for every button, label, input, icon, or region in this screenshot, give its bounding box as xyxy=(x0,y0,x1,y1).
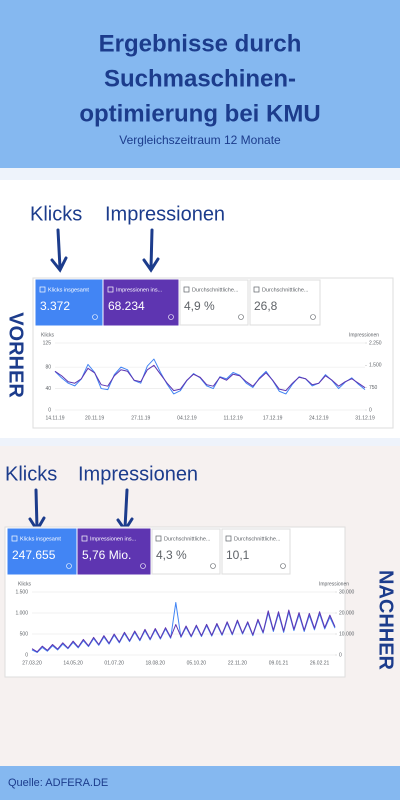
metric-box xyxy=(249,279,321,326)
y-tick-label: 500 xyxy=(20,631,29,637)
metric-label: Durchschnittliche... xyxy=(234,536,281,542)
metric-box xyxy=(35,279,103,326)
metric-value: 3.372 xyxy=(40,299,70,313)
y-tick-label: 125 xyxy=(43,340,52,346)
side-label: NACHHER xyxy=(375,570,397,671)
metric-label: Klicks insgesamt xyxy=(20,536,61,542)
gap xyxy=(0,168,400,180)
checkbox xyxy=(39,286,46,293)
help-icon xyxy=(238,314,244,320)
metric-box xyxy=(221,528,291,575)
y-axis-title: Klicks xyxy=(18,581,32,587)
metric-label: Impressionen ins... xyxy=(90,536,137,542)
series-line xyxy=(31,609,336,653)
metric-box xyxy=(151,528,221,575)
help-icon xyxy=(140,563,146,569)
header-band xyxy=(0,0,400,168)
checkbox xyxy=(11,535,18,542)
y2-tick-label: 20.000 xyxy=(339,610,355,616)
x-tick-label: 27.11.19 xyxy=(131,415,150,421)
metric-value: 4,3 % xyxy=(156,548,187,562)
y-axis-title: Klicks xyxy=(41,332,55,338)
help-icon xyxy=(280,563,286,569)
y2-axis-title: Impressionen xyxy=(319,581,349,587)
y-tick-label: 0 xyxy=(48,407,51,413)
y2-tick-label: 750 xyxy=(369,385,378,391)
metric-value: 26,8 xyxy=(254,299,278,313)
help-icon xyxy=(66,563,72,569)
footer: Quelle: ADFERA.DE xyxy=(8,777,108,789)
help-icon xyxy=(92,314,98,320)
side-label: VORHER xyxy=(5,312,27,398)
metric-label: Klicks insgesamt xyxy=(48,287,89,293)
metric-box xyxy=(7,528,77,575)
x-tick-label: 22.11.20 xyxy=(228,660,247,666)
x-tick-label: 18.08.20 xyxy=(146,660,166,666)
x-tick-label: 01.07.20 xyxy=(104,660,124,666)
y2-tick-label: 10.000 xyxy=(339,631,355,637)
section-label: Klicks xyxy=(30,203,82,225)
metric-value: 68.234 xyxy=(108,299,145,313)
checkbox xyxy=(183,286,190,293)
checkbox xyxy=(81,535,88,542)
metric-label: Durchschnittliche... xyxy=(164,536,211,542)
y2-tick-label: 1.500 xyxy=(369,363,382,369)
metric-box xyxy=(103,279,179,326)
title-line: optimierung bei KMU xyxy=(79,100,320,127)
y2-tick-label: 2.250 xyxy=(369,340,382,346)
help-icon xyxy=(310,314,316,320)
x-tick-label: 17.12.19 xyxy=(263,415,283,421)
metric-value: 4,9 % xyxy=(184,299,215,313)
y-tick-label: 0 xyxy=(25,652,28,658)
y-tick-label: 80 xyxy=(45,364,51,370)
y2-axis-title: Impressionen xyxy=(349,332,379,338)
gap xyxy=(0,438,400,446)
x-tick-label: 04.12.19 xyxy=(177,415,197,421)
x-tick-label: 31.12.19 xyxy=(355,415,375,421)
x-tick-label: 26.02.21 xyxy=(310,660,330,666)
series-line xyxy=(54,364,366,392)
checkbox xyxy=(155,535,162,542)
help-icon xyxy=(210,563,216,569)
checkbox xyxy=(225,535,232,542)
checkbox xyxy=(107,286,114,293)
x-tick-label: 20.11.19 xyxy=(85,415,104,421)
section-label: Klicks xyxy=(5,463,57,485)
x-tick-label: 14.05.20 xyxy=(63,660,83,666)
series-line xyxy=(54,358,366,395)
metric-label: Durchschnittliche... xyxy=(262,287,309,293)
y-tick-label: 1.500 xyxy=(15,589,28,595)
footer-band xyxy=(0,766,400,800)
metric-value: 247.655 xyxy=(12,548,56,562)
title-line: Ergebnisse durch xyxy=(99,30,302,57)
help-icon xyxy=(168,314,174,320)
section-label: Impressionen xyxy=(78,463,198,485)
metric-value: 10,1 xyxy=(226,548,250,562)
x-tick-label: 11.12.19 xyxy=(224,415,243,421)
metric-value: 5,76 Mio. xyxy=(82,548,131,562)
y2-tick-label: 0 xyxy=(339,652,342,658)
metric-box xyxy=(179,279,249,326)
x-tick-label: 24.12.19 xyxy=(309,415,329,421)
y2-tick-label: 30.000 xyxy=(339,589,355,595)
checkbox xyxy=(253,286,260,293)
metric-box xyxy=(77,528,151,575)
x-tick-label: 27.03.20 xyxy=(22,660,42,666)
title-line: Suchmaschinen- xyxy=(104,65,296,92)
y2-tick-label: 0 xyxy=(369,407,372,413)
x-tick-label: 05.10.20 xyxy=(187,660,207,666)
x-tick-label: 09.01.21 xyxy=(269,660,289,666)
metric-label: Impressionen ins... xyxy=(116,287,163,293)
metric-label: Durchschnittliche... xyxy=(192,287,239,293)
y-tick-label: 40 xyxy=(45,386,51,392)
y-tick-label: 1.000 xyxy=(15,610,28,616)
x-tick-label: 14.11.19 xyxy=(45,415,64,421)
section-label: Impressionen xyxy=(105,203,225,225)
subtitle: Vergleichszeitraum 12 Monate xyxy=(119,133,281,147)
